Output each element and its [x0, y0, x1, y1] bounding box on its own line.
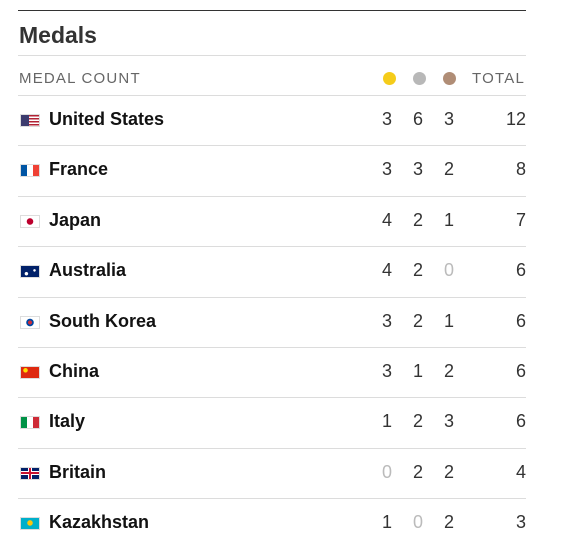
medal-count: 3 — [381, 109, 392, 129]
flag-icon — [20, 164, 40, 178]
medal-count: 3 — [412, 159, 423, 180]
table-row: France 3 3 2 8 — [0, 145, 581, 195]
divider — [18, 246, 526, 248]
table-row: Italy 1 2 3 6 — [0, 397, 581, 447]
table-row: China 3 1 2 6 — [0, 347, 581, 397]
medal-count: 2 — [412, 260, 423, 281]
divider — [18, 195, 526, 197]
column-header: MEDAL COUNT — [19, 70, 141, 87]
flag-icon — [20, 214, 40, 228]
column-header: TOTAL — [472, 70, 525, 87]
flag-icon — [20, 366, 40, 379]
divider — [18, 296, 526, 298]
total-count: 6 — [515, 411, 526, 432]
divider — [18, 95, 526, 96]
medal-count: 4 — [381, 260, 392, 281]
flag-icon — [20, 315, 40, 329]
medal-count: 3 — [443, 411, 454, 432]
total-count: 7 — [515, 209, 526, 230]
total-count: 3 — [515, 512, 526, 533]
divider — [18, 145, 526, 147]
title: Medals — [19, 22, 97, 48]
medal-count: 0 — [412, 512, 423, 533]
medal-count: 1 — [443, 310, 454, 331]
total-count: 8 — [515, 159, 526, 180]
medal-count: 1 — [381, 512, 392, 533]
gold-dot — [383, 72, 396, 85]
medal-count: 1 — [381, 411, 392, 432]
divider — [18, 498, 526, 500]
medal-count: 1 — [412, 361, 423, 381]
medal-count: 3 — [443, 109, 454, 129]
medal-count: 2 — [412, 310, 423, 331]
table-row: Japan 4 2 1 7 — [0, 196, 581, 246]
medal-count: 3 — [381, 159, 392, 180]
total-count: 12 — [505, 109, 526, 129]
table-row: Britain 0 2 2 4 — [0, 448, 581, 498]
medal-count: 1 — [443, 209, 454, 230]
country-name: China — [49, 361, 100, 381]
medal-count: 2 — [443, 512, 454, 533]
total-count: 6 — [515, 361, 526, 381]
country-name: United States — [49, 109, 165, 129]
medal-count: 2 — [412, 209, 423, 230]
medal-count: 2 — [412, 461, 423, 482]
flag-icon — [20, 517, 40, 531]
medal-count: 3 — [381, 310, 392, 331]
total-count: 4 — [515, 461, 526, 482]
divider — [18, 55, 526, 56]
table-row: South Korea 3 2 1 6 — [0, 297, 581, 347]
country-name: Australia — [49, 260, 127, 281]
country-name: South Korea — [49, 310, 157, 331]
medal-count: 2 — [443, 361, 454, 381]
medal-count: 3 — [381, 361, 392, 381]
medal-count: 4 — [381, 209, 392, 230]
silver-dot — [413, 72, 426, 85]
medal-count: 0 — [381, 461, 392, 482]
bronze-dot — [443, 72, 456, 85]
flag-icon — [20, 416, 40, 430]
divider — [18, 397, 526, 399]
table-row: United States 3 6 3 12 — [0, 95, 581, 145]
medal-count: 6 — [412, 109, 423, 129]
divider — [18, 347, 526, 348]
country-name: Japan — [49, 209, 102, 230]
country-name: Italy — [49, 411, 86, 432]
flag-icon — [20, 466, 40, 480]
total-count: 6 — [515, 260, 526, 281]
table-row: Australia 4 2 0 6 — [0, 246, 581, 296]
country-name: France — [49, 159, 109, 180]
medal-count: 2 — [443, 461, 454, 482]
table-row: Kazakhstan 1 0 2 3 — [0, 498, 581, 538]
medal-count: 2 — [412, 411, 423, 432]
medal-count: 0 — [443, 260, 454, 281]
flag-icon — [20, 265, 40, 279]
medal-count: 2 — [443, 159, 454, 180]
flag-icon — [20, 114, 40, 127]
country-name: Kazakhstan — [49, 512, 150, 533]
total-count: 6 — [515, 310, 526, 331]
top-rule — [18, 10, 526, 11]
country-name: Britain — [49, 461, 107, 482]
divider — [18, 447, 526, 449]
